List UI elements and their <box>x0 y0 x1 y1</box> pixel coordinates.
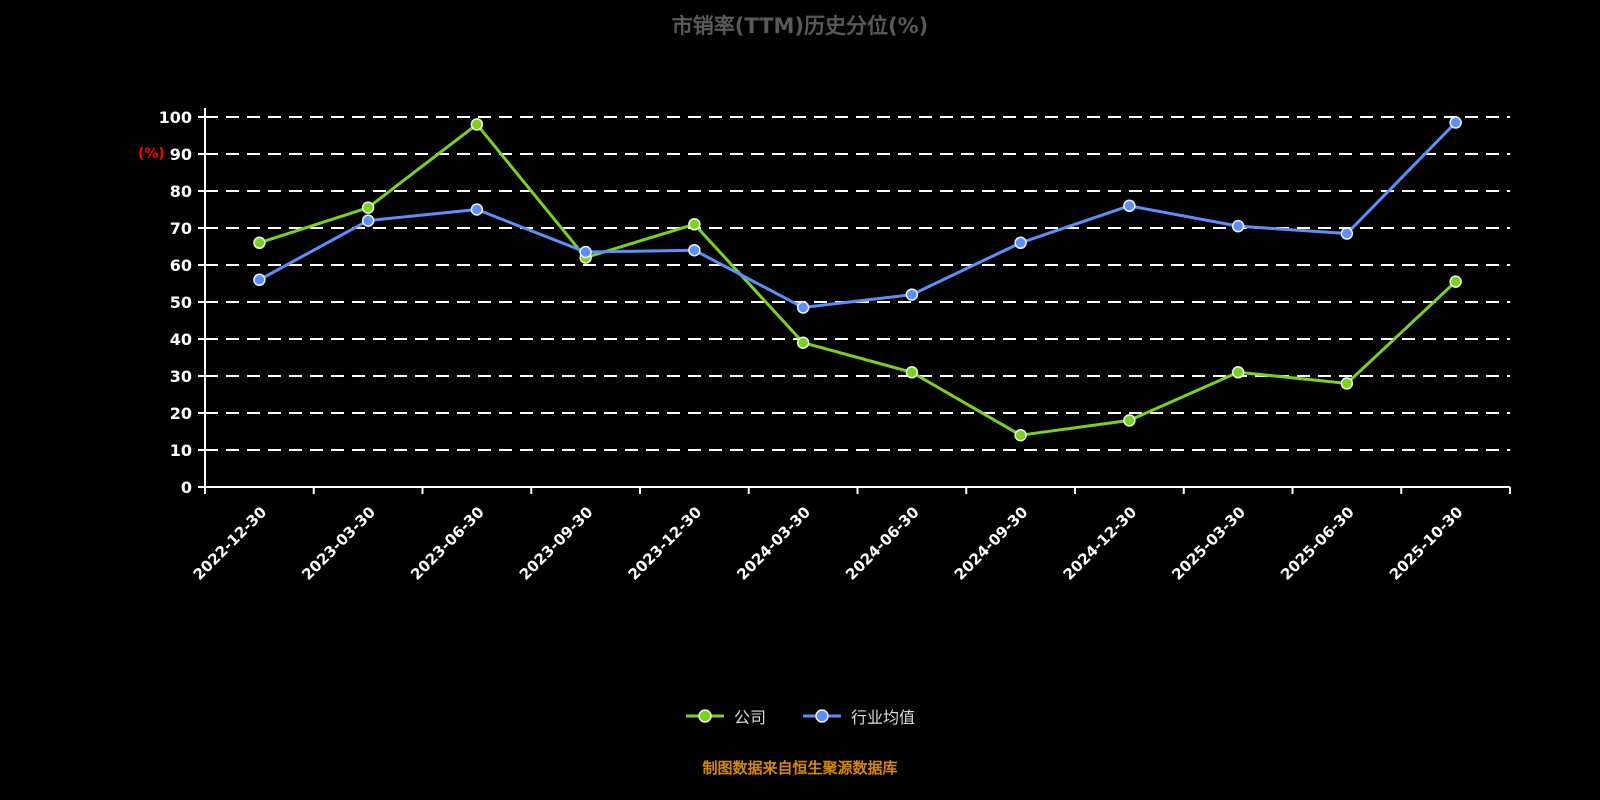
x-tick-label: 2023-03-30 <box>298 503 379 584</box>
data-point-company[interactable] <box>470 118 484 131</box>
data-point-industry-average[interactable] <box>361 214 375 227</box>
series-line-company <box>257 122 1458 437</box>
legend-item-company[interactable]: 公司 <box>685 704 766 728</box>
data-point-industry-average[interactable] <box>1014 236 1027 250</box>
data-point-company[interactable] <box>796 336 810 349</box>
data-point-industry-average[interactable] <box>579 245 592 259</box>
data-point-company[interactable] <box>905 366 919 379</box>
legend-label-industry-average: 行业均值 <box>851 708 916 727</box>
data-point-industry-average[interactable] <box>1123 199 1136 213</box>
data-point-company[interactable] <box>361 201 375 214</box>
data-point-industry-average[interactable] <box>1340 227 1354 240</box>
x-tick-label: 2023-12-30 <box>625 503 706 584</box>
y-tick-label: 100 <box>159 108 192 127</box>
data-point-company[interactable] <box>688 218 701 231</box>
x-tick-label: 2023-09-30 <box>516 503 597 584</box>
chart-title: 市销率(TTM)历史分位(%) <box>671 14 929 38</box>
y-tick-label: 0 <box>181 478 192 497</box>
y-tick-label: 70 <box>170 219 192 238</box>
x-tick-label: 2022-12-30 <box>190 503 271 584</box>
x-tick-label: 2025-03-30 <box>1168 503 1249 584</box>
legend-item-industry-average[interactable]: 行业均值 <box>802 704 915 728</box>
y-tick-label: 90 <box>170 145 192 164</box>
y-tick-label: 50 <box>170 293 192 312</box>
data-point-company[interactable] <box>1123 414 1136 427</box>
data-point-industry-average[interactable] <box>1449 116 1462 129</box>
x-tick-label: 2024-09-30 <box>951 503 1032 584</box>
y-axis-unit-label: (%) <box>138 146 165 162</box>
y-tick-label: 40 <box>170 330 192 349</box>
company-series-marker-icon <box>685 709 724 723</box>
data-point-industry-average[interactable] <box>470 203 484 216</box>
data-point-industry-average[interactable] <box>796 301 810 314</box>
data-point-industry-average[interactable] <box>688 243 701 257</box>
data-point-company[interactable] <box>1014 428 1027 442</box>
data-point-industry-average[interactable] <box>905 288 919 301</box>
y-tick-label: 20 <box>170 404 192 423</box>
data-point-industry-average[interactable] <box>253 273 266 287</box>
x-tick-label: 2024-12-30 <box>1060 503 1141 584</box>
industry-average-series-marker-icon <box>803 709 841 723</box>
data-point-company[interactable] <box>1231 366 1245 379</box>
chart-legend: 公司 行业均值 <box>0 704 1600 728</box>
data-point-industry-average[interactable] <box>1231 219 1245 233</box>
legend-label-company: 公司 <box>733 708 766 727</box>
y-tick-label: 10 <box>170 441 192 460</box>
data-source-note: 制图数据来自恒生聚源数据库 <box>702 759 898 777</box>
y-tick-label: 80 <box>170 182 192 201</box>
x-tick-label: 2023-06-30 <box>407 503 488 584</box>
x-tick-label: 2024-06-30 <box>842 503 923 584</box>
y-tick-label: 30 <box>170 367 192 386</box>
data-point-company[interactable] <box>1449 275 1462 288</box>
x-tick-label: 2025-10-30 <box>1386 503 1467 584</box>
x-tick-label: 2025-06-30 <box>1277 503 1358 584</box>
x-tick-label: 2024-03-30 <box>733 503 814 584</box>
data-point-company[interactable] <box>1340 377 1354 390</box>
y-tick-label: 60 <box>170 256 192 275</box>
series-line-industry-average <box>257 121 1458 310</box>
data-point-company[interactable] <box>253 236 266 250</box>
